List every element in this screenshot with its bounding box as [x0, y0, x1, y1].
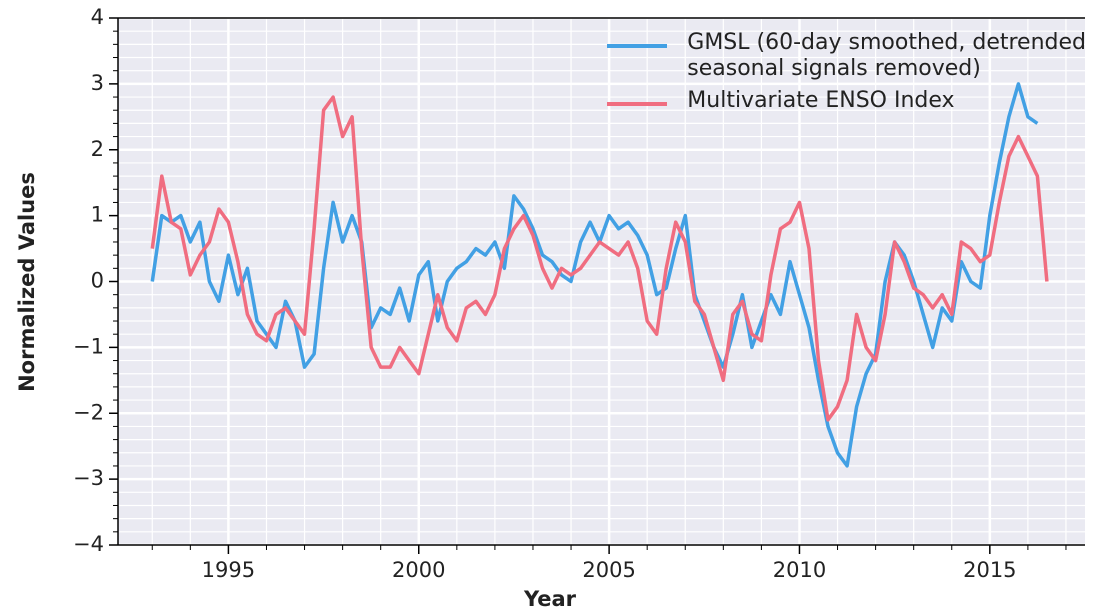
- data-line: [150, 95, 1049, 422]
- y-tick-label: −2: [73, 400, 104, 424]
- legend-label: Multivariate ENSO Index: [687, 88, 955, 113]
- y-axis-label: Normalized Values: [15, 172, 39, 392]
- y-tick-label: −1: [73, 334, 104, 358]
- x-axis-label: Year: [523, 587, 577, 611]
- legend-swatch: [607, 44, 668, 48]
- data-line: [150, 82, 1039, 468]
- x-tick-label: 2005: [582, 558, 635, 582]
- y-tick-label: −4: [73, 532, 104, 556]
- legend: GMSL (60-day smoothed, detrended seasona…: [607, 30, 1086, 120]
- x-tick-label: 2000: [392, 558, 445, 582]
- x-tick-label: 2010: [773, 558, 826, 582]
- y-tick-label: 3: [91, 71, 104, 95]
- x-tick-label: 1995: [202, 558, 255, 582]
- legend-label: GMSL (60-day smoothed, detrended seasona…: [687, 30, 1086, 81]
- legend-entry: GMSL (60-day smoothed, detrended seasona…: [607, 30, 1086, 82]
- legend-entry: Multivariate ENSO Index: [607, 88, 1086, 114]
- legend-swatch: [607, 102, 668, 106]
- y-tick-label: 4: [91, 5, 104, 29]
- y-tick-label: 1: [91, 203, 104, 227]
- y-tick-label: 0: [91, 269, 104, 293]
- y-tick-label: −3: [73, 466, 104, 490]
- x-tick-label: 2015: [963, 558, 1016, 582]
- y-tick-label: 2: [91, 137, 104, 161]
